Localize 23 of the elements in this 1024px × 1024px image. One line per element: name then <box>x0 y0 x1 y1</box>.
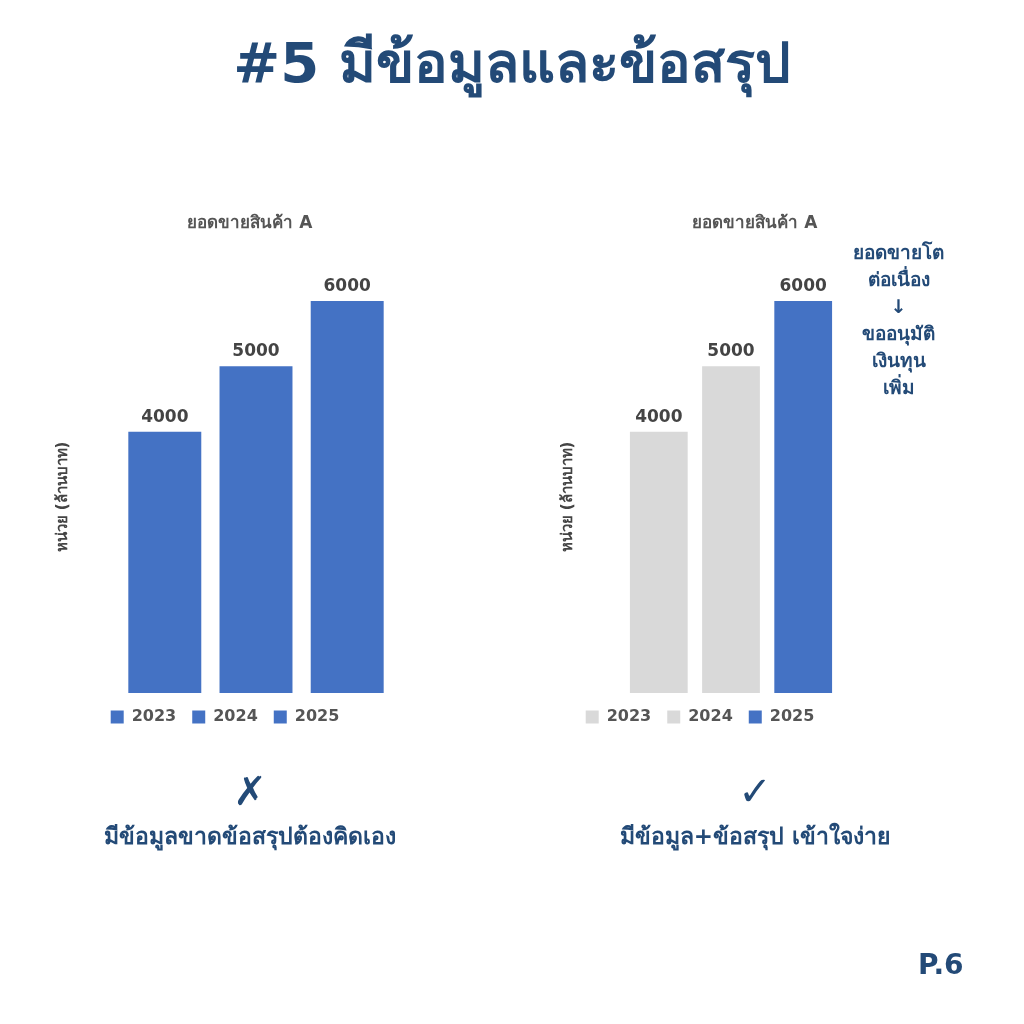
text: ✗ <box>232 768 268 814</box>
data-label: 5000 <box>707 340 755 361</box>
text: มีข้อมูลขาดข้อสรุปต้องคิดเอง <box>103 822 397 853</box>
text: #5 มีข้อมูลและข้อสรุป <box>232 29 792 100</box>
data-label: 4000 <box>635 405 683 426</box>
legend-label: 2025 <box>769 706 815 726</box>
data-label: 5000 <box>232 340 280 361</box>
legend-label: 2024 <box>213 706 258 726</box>
legend-label: 2023 <box>131 706 177 726</box>
legend-label: 2024 <box>688 706 733 726</box>
legend-label: 2023 <box>606 706 652 726</box>
text: ✓ <box>737 768 773 814</box>
y-axis-title: หน่วย (ล้านบาท) <box>557 441 576 553</box>
chart-title: ยอดขายสินค้า A <box>691 211 819 234</box>
data-label: 4000 <box>141 405 189 426</box>
legend-label: 2025 <box>294 706 340 726</box>
text: มีข้อมูล+ข้อสรุป เข้าใจง่าย <box>618 821 892 853</box>
chart-title: ยอดขายสินค้า A <box>186 211 314 234</box>
data-label: 6000 <box>779 274 828 295</box>
data-label: 6000 <box>323 274 372 295</box>
y-axis-title: หน่วย (ล้านบาท) <box>52 441 71 553</box>
text: ยอดขายโต ต่อเนื่อง ↓ ขออนุมัติ เงินทุน เพิ่ม <box>853 240 944 400</box>
text: P.6 <box>918 948 964 981</box>
